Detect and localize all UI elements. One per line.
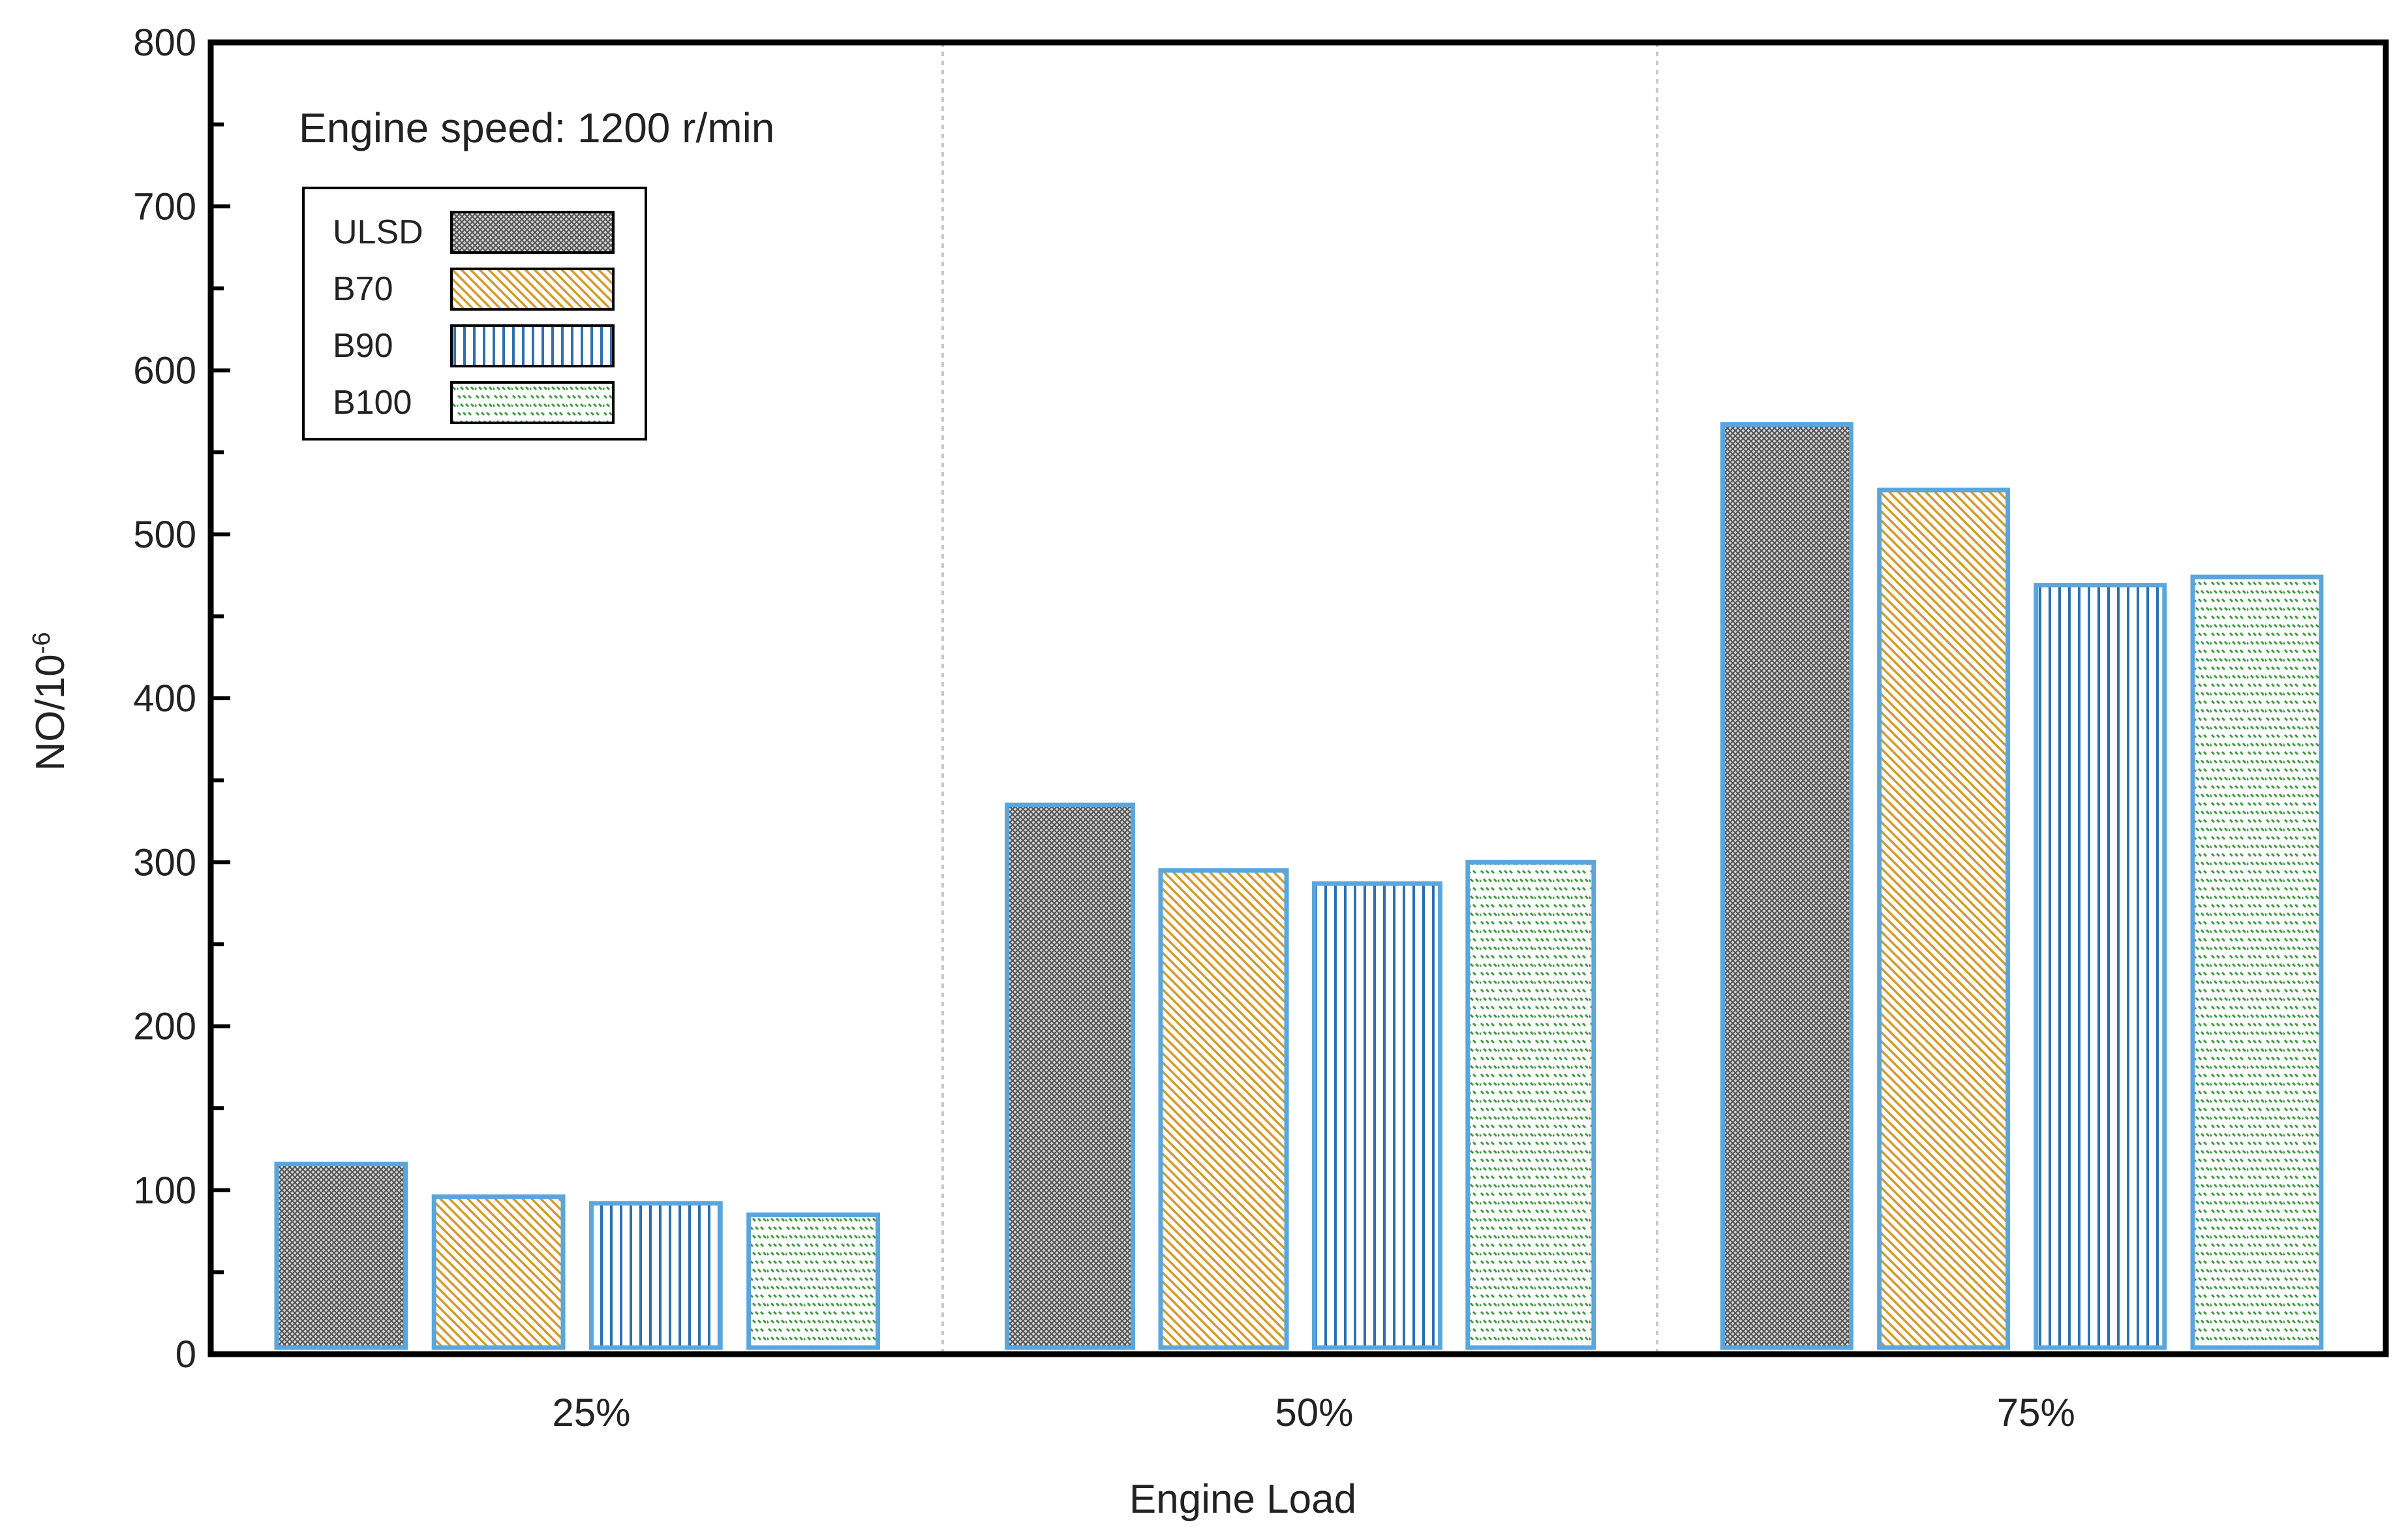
bar-b100-2 xyxy=(1465,859,1596,1350)
y-tick-label: 400 xyxy=(133,677,196,720)
y-axis-title: NO/10-6 xyxy=(28,632,73,771)
y-tick-label: 700 xyxy=(133,185,196,228)
bar-ulsd-1 xyxy=(274,1162,408,1350)
bar-b100-1 xyxy=(746,1212,880,1350)
legend-label: B100 xyxy=(333,384,412,422)
bar-b70-3 xyxy=(1877,487,2011,1350)
x-axis: 25% 50% 75% xyxy=(552,1391,2075,1434)
bar-b90-3 xyxy=(2034,583,2167,1350)
y-tick-label: 600 xyxy=(133,350,196,392)
legend-label: B70 xyxy=(333,270,393,308)
bar-b90-1 xyxy=(588,1201,723,1350)
x-tick-label: 50% xyxy=(1275,1391,1353,1434)
y-tick-label: 300 xyxy=(133,841,196,884)
y-axis-title-exponent: -6 xyxy=(28,632,55,655)
y-tick-label: 100 xyxy=(133,1169,196,1212)
y-tick-label: 200 xyxy=(133,1006,196,1048)
y-tick-label: 0 xyxy=(175,1333,196,1376)
bar-ulsd-3 xyxy=(1720,422,1853,1350)
bar-b90-2 xyxy=(1311,881,1442,1350)
bar-b100-3 xyxy=(2190,574,2324,1350)
bars-group xyxy=(274,422,2324,1350)
legend: ULSD B70 B90 B100 xyxy=(302,187,647,441)
x-tick-label: 25% xyxy=(552,1391,630,1434)
legend-swatch-ulsd xyxy=(450,211,615,254)
bar-ulsd-2 xyxy=(1005,802,1136,1350)
bar-b70-1 xyxy=(431,1194,566,1350)
y-axis-title-main: NO/10 xyxy=(28,654,73,771)
x-axis-title: Engine Load xyxy=(1129,1477,1356,1522)
legend-label: B90 xyxy=(333,327,393,365)
legend-swatch-b90 xyxy=(450,324,615,367)
y-tick-label: 500 xyxy=(133,514,196,556)
legend-swatch-b70 xyxy=(450,268,615,311)
y-axis: 0 100 200 300 400 500 600 700 800 xyxy=(133,22,230,1376)
annotation-engine-speed: Engine speed: 1200 r/min xyxy=(299,104,774,151)
bar-b70-2 xyxy=(1158,868,1289,1350)
legend-label: ULSD xyxy=(333,213,423,251)
legend-swatch-b100 xyxy=(450,381,615,424)
y-tick-label: 800 xyxy=(133,22,196,64)
x-tick-label: 75% xyxy=(1997,1391,2075,1434)
